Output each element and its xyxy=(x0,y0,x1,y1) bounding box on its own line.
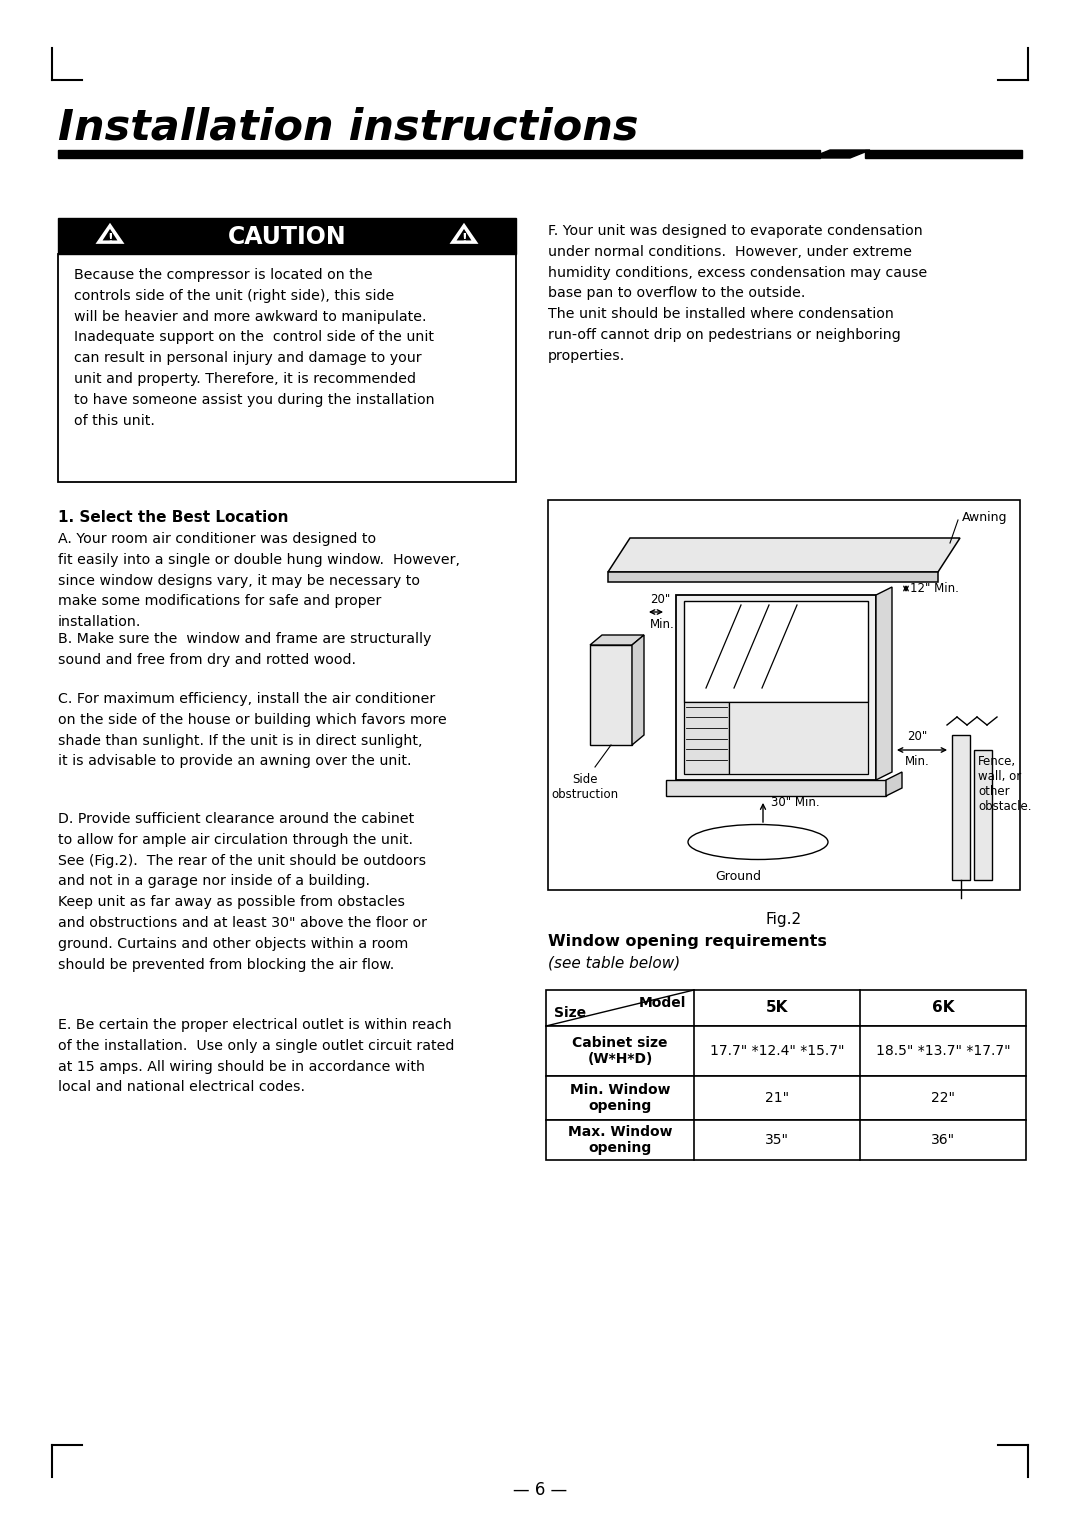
Text: Awning: Awning xyxy=(962,511,1008,525)
Text: A. Your room air conditioner was designed to
fit easily into a single or double : A. Your room air conditioner was designe… xyxy=(58,532,460,630)
Polygon shape xyxy=(632,634,644,746)
Text: 1. Select the Best Location: 1. Select the Best Location xyxy=(58,509,288,525)
Bar xyxy=(546,1119,1026,1161)
Bar xyxy=(546,1026,1026,1077)
Text: E. Be certain the proper electrical outlet is within reach
of the installation. : E. Be certain the proper electrical outl… xyxy=(58,1019,455,1095)
Text: Installation instructions: Installation instructions xyxy=(58,107,638,148)
Text: Because the compressor is located on the
controls side of the unit (right side),: Because the compressor is located on the… xyxy=(75,268,434,427)
Text: Min.: Min. xyxy=(650,618,675,631)
Polygon shape xyxy=(608,572,939,583)
Polygon shape xyxy=(58,149,820,159)
Text: D. Provide sufficient clearance around the cabinet
to allow for ample air circul: D. Provide sufficient clearance around t… xyxy=(58,811,427,971)
Text: F. Your unit was designed to evaporate condensation
under normal conditions.  Ho: F. Your unit was designed to evaporate c… xyxy=(548,224,928,363)
Text: !: ! xyxy=(107,232,113,244)
Bar xyxy=(590,645,632,746)
Polygon shape xyxy=(590,634,644,645)
Text: Ground: Ground xyxy=(715,869,761,883)
Text: Window opening requirements: Window opening requirements xyxy=(548,933,827,949)
Bar xyxy=(58,255,516,482)
Text: 20": 20" xyxy=(650,593,671,605)
Text: 5K: 5K xyxy=(766,1000,788,1016)
Bar xyxy=(676,595,876,779)
Polygon shape xyxy=(451,226,476,242)
Text: 30" Min.: 30" Min. xyxy=(771,796,820,808)
Bar xyxy=(58,218,516,255)
Bar xyxy=(684,601,868,702)
Text: Min.: Min. xyxy=(905,755,930,769)
Polygon shape xyxy=(98,226,122,242)
Text: Side
obstruction: Side obstruction xyxy=(552,773,619,801)
Text: 18.5" *13.7" *17.7": 18.5" *13.7" *17.7" xyxy=(876,1045,1010,1058)
Text: C. For maximum efficiency, install the air conditioner
on the side of the house : C. For maximum efficiency, install the a… xyxy=(58,692,447,769)
Text: Max. Window
opening: Max. Window opening xyxy=(568,1125,672,1154)
Text: Min. Window
opening: Min. Window opening xyxy=(570,1083,671,1113)
Bar xyxy=(684,702,729,775)
Text: 12" Min.: 12" Min. xyxy=(910,583,959,595)
Text: Fence,
wall, or
other
obstacle.: Fence, wall, or other obstacle. xyxy=(978,755,1031,813)
Polygon shape xyxy=(810,149,870,159)
Text: 22": 22" xyxy=(931,1090,955,1106)
Polygon shape xyxy=(886,772,902,796)
Text: CAUTION: CAUTION xyxy=(228,226,347,249)
Text: B. Make sure the  window and frame are structurally
sound and free from dry and : B. Make sure the window and frame are st… xyxy=(58,631,431,666)
Bar xyxy=(546,990,1026,1026)
Text: Fig.2: Fig.2 xyxy=(766,912,802,927)
Bar xyxy=(548,500,1020,891)
Text: (see table below): (see table below) xyxy=(548,956,680,971)
Text: 17.7" *12.4" *15.7": 17.7" *12.4" *15.7" xyxy=(710,1045,845,1058)
Text: !: ! xyxy=(461,232,467,244)
Text: 20": 20" xyxy=(907,730,927,743)
Text: Cabinet size
(W*H*D): Cabinet size (W*H*D) xyxy=(572,1035,667,1066)
Text: Size: Size xyxy=(554,1006,586,1020)
Polygon shape xyxy=(608,538,960,572)
Polygon shape xyxy=(865,149,1022,159)
Bar xyxy=(951,735,970,880)
Text: — 6 —: — 6 — xyxy=(513,1481,567,1499)
Text: 21": 21" xyxy=(765,1090,789,1106)
Bar xyxy=(974,750,993,880)
Ellipse shape xyxy=(688,825,828,860)
Bar xyxy=(546,1077,1026,1119)
Bar xyxy=(666,779,886,796)
Text: 6K: 6K xyxy=(932,1000,955,1016)
Bar xyxy=(729,702,868,775)
Polygon shape xyxy=(876,587,892,779)
Text: Model: Model xyxy=(638,996,686,1010)
Text: 36": 36" xyxy=(931,1133,955,1147)
Text: 35": 35" xyxy=(765,1133,789,1147)
